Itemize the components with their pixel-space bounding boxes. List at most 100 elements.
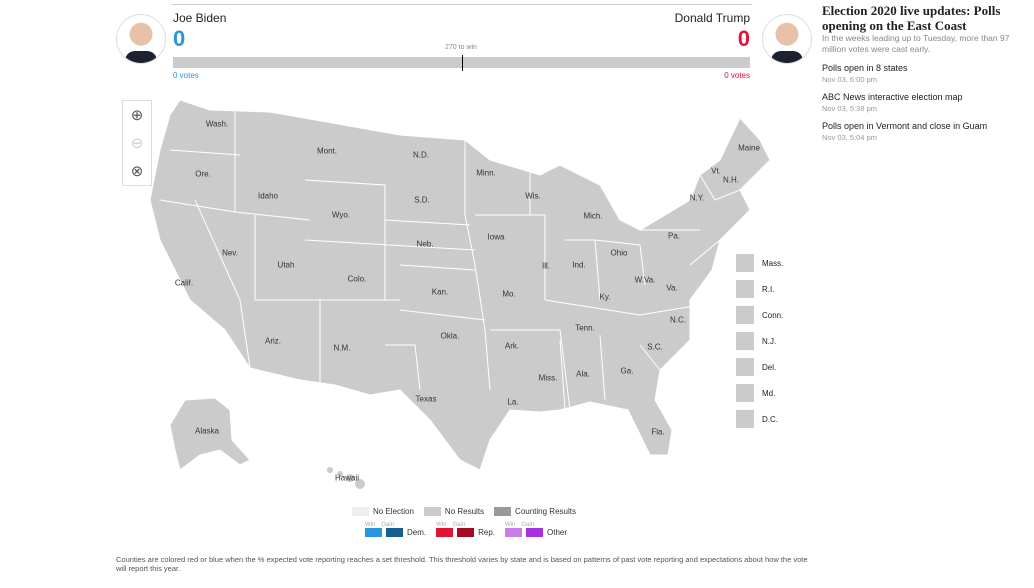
state-label[interactable]: Nev. xyxy=(222,248,238,258)
state-label[interactable]: La. xyxy=(507,397,519,407)
state-label[interactable]: Wyo. xyxy=(331,210,351,220)
map-zoom-controls: ⊕ ⊖ ⊗ xyxy=(122,100,152,186)
dem-candidate-name: Joe Biden xyxy=(173,11,227,25)
small-state-label: D.C. xyxy=(762,415,778,424)
small-state-box[interactable] xyxy=(736,410,754,428)
dem-popular-votes: 0 votes xyxy=(173,71,199,80)
small-state-box[interactable] xyxy=(736,358,754,376)
gain-label: Gain xyxy=(521,522,535,528)
legend-party: Win Gain Rep. xyxy=(436,522,495,537)
state-label[interactable]: Ariz. xyxy=(265,336,281,346)
threshold-marker xyxy=(462,55,463,71)
state-label[interactable]: Neb. xyxy=(416,239,434,249)
update-title[interactable]: ABC News interactive election map xyxy=(822,92,963,102)
legend-swatch xyxy=(352,507,369,516)
state-label[interactable]: Kan. xyxy=(431,287,449,297)
update-time: Nov 03, 6:00 pm xyxy=(822,75,878,84)
small-state-label: Md. xyxy=(762,389,776,398)
state-label[interactable]: Ky. xyxy=(599,292,611,302)
state-label[interactable]: N.H. xyxy=(723,175,739,185)
legend-party: Win Gain Other xyxy=(505,522,567,537)
legend-status: No Election No Results Counting Results xyxy=(352,507,576,516)
state-label[interactable]: Vt. xyxy=(711,166,721,176)
small-state-box[interactable] xyxy=(736,384,754,402)
state-label[interactable]: Hawaii xyxy=(334,473,360,483)
state-label[interactable]: Miss. xyxy=(538,373,558,383)
state-label[interactable]: N.M. xyxy=(333,343,351,353)
legend-no-election: No Election xyxy=(352,507,414,516)
small-state-box[interactable] xyxy=(736,254,754,272)
update-title[interactable]: Polls open in 8 states xyxy=(822,63,908,73)
update-item[interactable]: Polls open in Vermont and close in Guam N… xyxy=(822,121,1027,142)
state-label[interactable]: Iowa xyxy=(487,232,505,242)
state-label[interactable]: Ind. xyxy=(572,260,586,270)
hawaii-shape[interactable] xyxy=(327,467,365,489)
small-state-label: Mass. xyxy=(762,259,784,268)
state-label[interactable]: Ill. xyxy=(542,261,550,271)
state-label[interactable]: Utah xyxy=(277,260,295,270)
headline-link[interactable]: Election 2020 live updates: Polls openin… xyxy=(822,3,1001,33)
legend-party: Win Gain Dem. xyxy=(365,522,426,537)
party-label: Other xyxy=(547,528,568,537)
state-label[interactable]: Texas xyxy=(415,394,437,404)
state-label[interactable]: Calif. xyxy=(174,278,194,288)
state-label[interactable]: Mont. xyxy=(316,146,338,156)
update-item[interactable]: Polls open in 8 states Nov 03, 6:00 pm xyxy=(822,63,1027,84)
win-swatch xyxy=(505,528,523,537)
reset-icon[interactable]: ⊗ xyxy=(130,163,144,180)
state-label[interactable]: Ore. xyxy=(195,169,211,179)
biden-avatar xyxy=(116,14,166,64)
state-label[interactable]: W.Va. xyxy=(634,275,656,285)
state-label[interactable]: Mo. xyxy=(502,289,516,299)
state-label[interactable]: Ark. xyxy=(504,341,520,351)
party-label: Dem. xyxy=(407,528,427,537)
state-label[interactable]: Va. xyxy=(666,283,678,293)
state-label[interactable]: Ga. xyxy=(620,366,634,376)
state-label[interactable]: Colo. xyxy=(347,274,367,284)
legend-parties: Win Gain Dem. Win Gain Rep. Win Gain Other xyxy=(365,522,567,537)
state-label[interactable]: Wis. xyxy=(525,191,541,201)
zoom-out-icon[interactable]: ⊖ xyxy=(130,135,144,152)
state-label[interactable]: Tenn. xyxy=(575,323,595,333)
state-label[interactable]: Maine xyxy=(738,143,760,153)
state-label[interactable]: Alaska xyxy=(194,426,220,436)
legend-label: Counting Results xyxy=(515,507,576,516)
alaska-shape[interactable] xyxy=(169,397,251,471)
state-label[interactable]: N.D. xyxy=(413,150,429,160)
gain-swatch xyxy=(386,528,403,537)
state-label[interactable]: Minn. xyxy=(476,168,496,178)
state-label[interactable]: Mich. xyxy=(583,211,603,221)
state-label[interactable]: N.Y. xyxy=(689,193,705,203)
state-borders xyxy=(159,112,741,411)
legend-swatch xyxy=(423,507,441,516)
small-state-label: N.J. xyxy=(762,337,777,346)
state-label[interactable]: S.D. xyxy=(414,195,430,205)
legend-label: No Election xyxy=(373,507,414,516)
small-state-box[interactable] xyxy=(736,306,754,324)
legend-no-results: No Results xyxy=(423,507,484,516)
footnote: Counties are colored red or blue when th… xyxy=(116,555,808,573)
state-label[interactable]: Wash. xyxy=(205,119,229,129)
rep-electoral-count: 0 xyxy=(737,26,750,51)
state-label[interactable]: N.C. xyxy=(670,315,686,325)
rep-candidate-name: Donald Trump xyxy=(674,11,750,25)
state-label[interactable]: Okla. xyxy=(440,331,460,341)
state-label[interactable]: Pa. xyxy=(667,231,681,241)
state-label[interactable]: S.C. xyxy=(647,342,663,352)
small-state-box[interactable] xyxy=(736,280,754,298)
state-label[interactable]: Ala. xyxy=(576,369,590,379)
legend-counting: Counting Results xyxy=(494,507,576,516)
zoom-in-icon[interactable]: ⊕ xyxy=(130,107,144,124)
contiguous-us-shape[interactable] xyxy=(149,99,771,471)
live-updates-panel: Election 2020 live updates: Polls openin… xyxy=(822,3,1027,142)
update-title[interactable]: Polls open in Vermont and close in Guam xyxy=(822,121,988,131)
small-state-label: Conn. xyxy=(762,311,784,320)
small-state-label: R.I. xyxy=(762,285,775,294)
small-state-box[interactable] xyxy=(736,332,754,350)
electoral-progress-bar xyxy=(173,57,750,68)
state-label[interactable]: Fla. xyxy=(651,427,665,437)
state-label[interactable]: Ohio xyxy=(610,248,628,258)
state-label[interactable]: Idaho xyxy=(257,191,279,201)
update-item[interactable]: ABC News interactive election map Nov 03,… xyxy=(822,92,1027,113)
